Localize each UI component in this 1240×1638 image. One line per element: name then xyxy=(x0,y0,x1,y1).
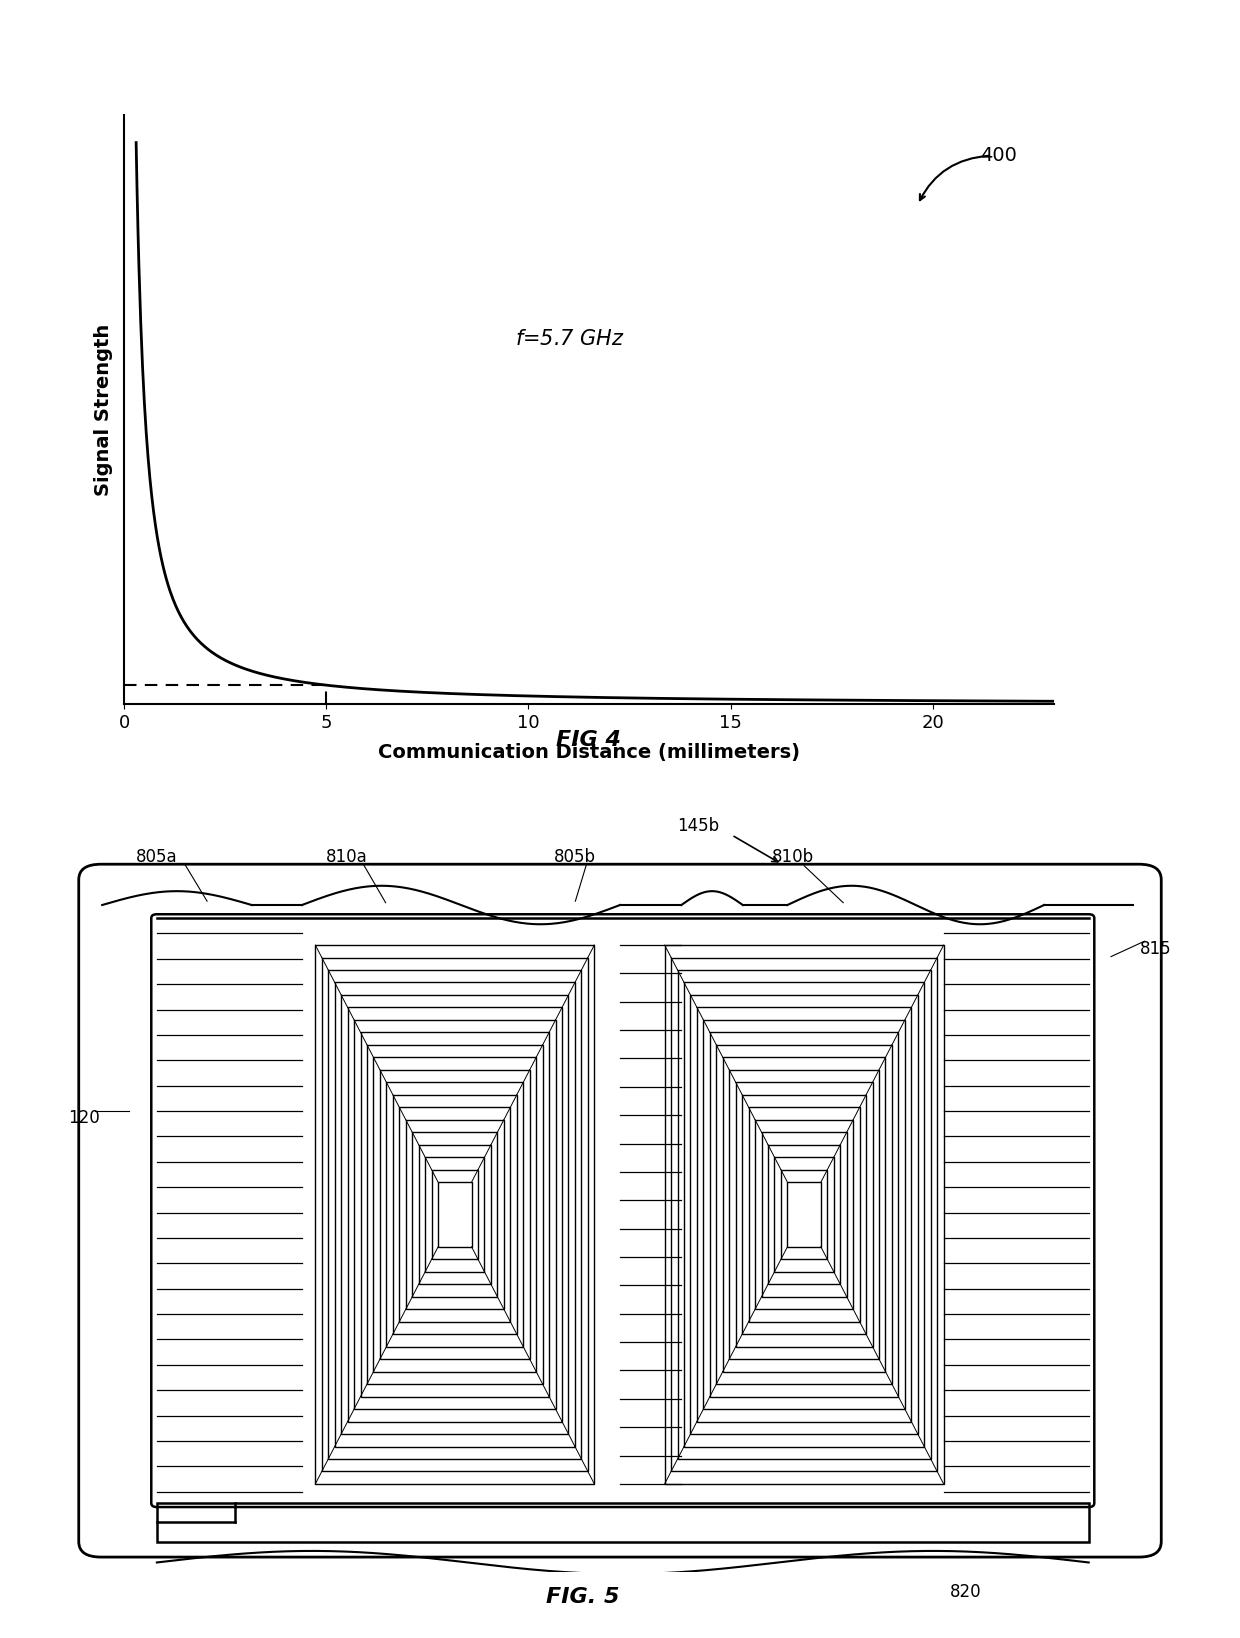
Text: 810a: 810a xyxy=(326,847,367,865)
Text: 815: 815 xyxy=(1140,940,1172,958)
Text: FIG. 5: FIG. 5 xyxy=(546,1587,620,1607)
Text: 820: 820 xyxy=(950,1582,982,1600)
Text: 400: 400 xyxy=(980,146,1017,165)
Text: FIG 4: FIG 4 xyxy=(557,731,621,750)
Text: 805b: 805b xyxy=(554,847,596,865)
Text: $f$=5.7 GHz: $f$=5.7 GHz xyxy=(516,329,625,349)
Text: 145b: 145b xyxy=(677,817,719,835)
Text: 810b: 810b xyxy=(773,847,813,865)
Text: 120: 120 xyxy=(68,1109,100,1127)
Text: 805a: 805a xyxy=(136,847,177,865)
Y-axis label: Signal Strength: Signal Strength xyxy=(94,323,113,496)
X-axis label: Communication Distance (millimeters): Communication Distance (millimeters) xyxy=(378,744,800,762)
